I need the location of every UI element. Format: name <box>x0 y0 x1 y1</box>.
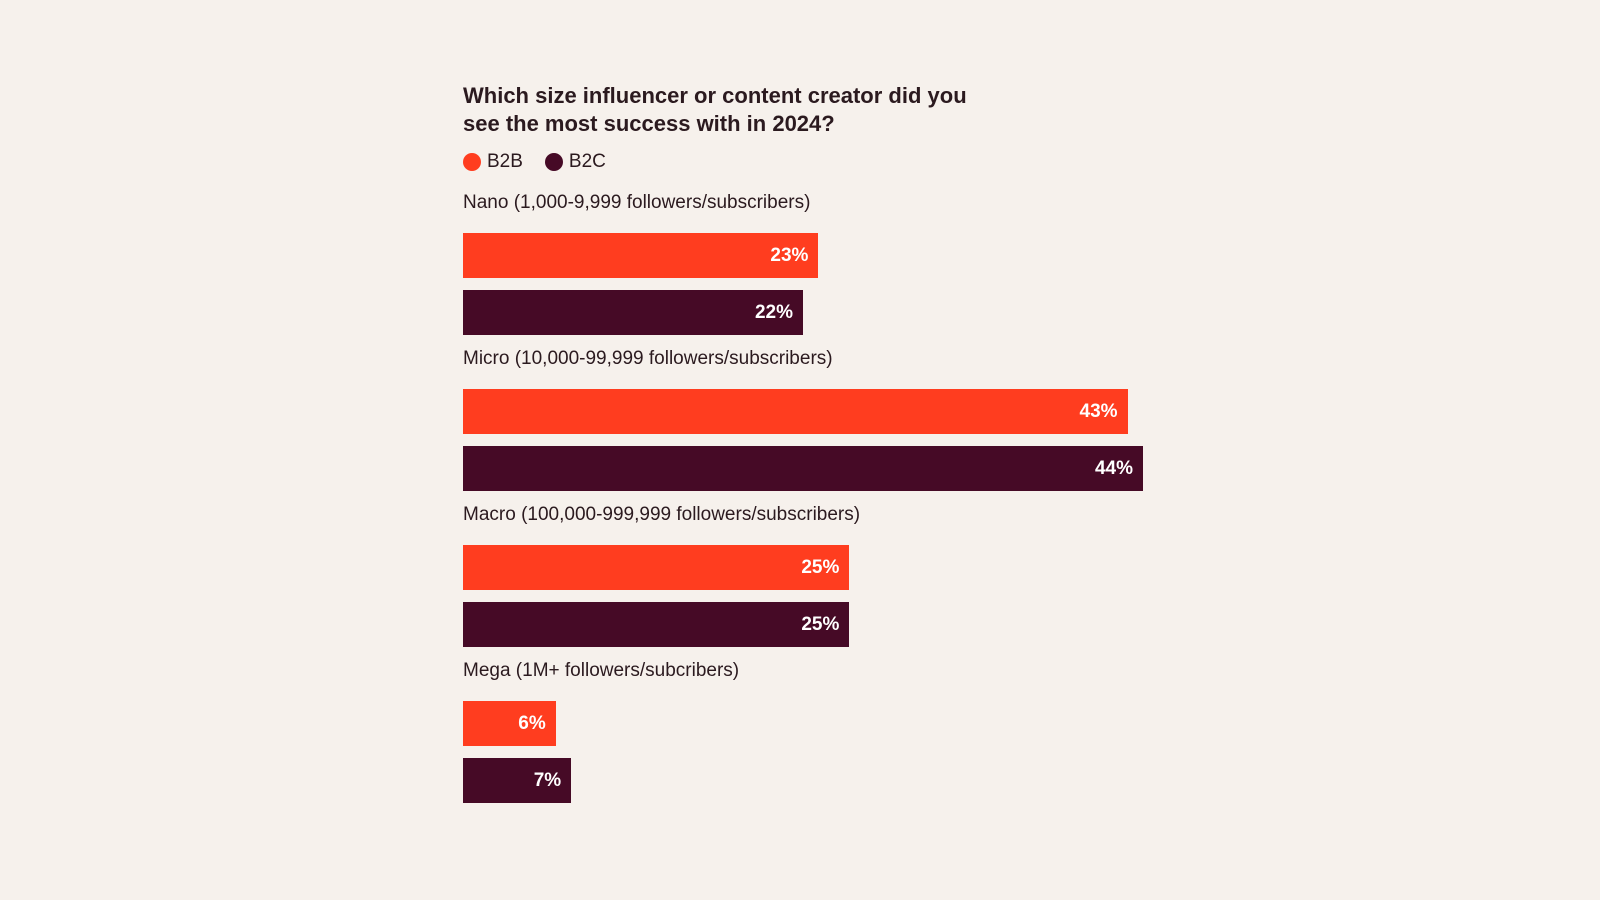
bar-b2c: 25% <box>463 602 850 647</box>
bar-group: Mega (1M+ followers/subcribers) 6% 7% <box>463 659 1163 803</box>
bar-value-label: 44% <box>1094 458 1133 479</box>
legend-item-b2b: B2B <box>463 151 523 173</box>
legend-swatch-b2b <box>463 153 481 171</box>
bar-value-label: 6% <box>518 713 546 734</box>
category-label: Micro (10,000-99,999 followers/subscribe… <box>463 348 833 369</box>
category-label: Nano (1,000-9,999 followers/subscribers) <box>463 192 811 213</box>
bar-b2c: 22% <box>463 290 803 335</box>
bar-groups: Nano (1,000-9,999 followers/subscribers)… <box>463 191 1163 803</box>
category-label: Macro (100,000-999,999 followers/subscri… <box>463 504 861 525</box>
bar-value-label: 23% <box>770 245 809 266</box>
bar-b2b: 23% <box>463 233 819 278</box>
chart: Which size influencer or content creator… <box>463 82 1163 815</box>
bar-value-label: 25% <box>801 614 840 635</box>
legend-label-b2c: B2C <box>568 151 606 172</box>
bar-b2b: 25% <box>463 545 850 590</box>
legend-item-b2c: B2C <box>544 151 606 173</box>
bar-value-label: 43% <box>1079 401 1118 422</box>
bar-value-label: 25% <box>801 557 840 578</box>
bar-value-label: 22% <box>754 302 793 323</box>
bar-b2b: 43% <box>463 389 1128 434</box>
bar-b2b: 6% <box>463 701 556 746</box>
bar-value-label: 7% <box>533 770 562 791</box>
bar-group: Micro (10,000-99,999 followers/subscribe… <box>463 347 1163 491</box>
chart-title: Which size influencer or content creator… <box>463 83 967 136</box>
legend-label-b2b: B2B <box>487 151 523 172</box>
bar-b2c: 7% <box>463 758 572 803</box>
bar-group: Nano (1,000-9,999 followers/subscribers)… <box>463 191 1163 335</box>
bar-group: Macro (100,000-999,999 followers/subscri… <box>463 503 1163 647</box>
category-label: Mega (1M+ followers/subcribers) <box>463 660 740 681</box>
legend-swatch-b2c <box>544 153 563 171</box>
bar-b2c: 44% <box>463 446 1143 491</box>
chart-legend: B2B B2C <box>463 150 1163 174</box>
